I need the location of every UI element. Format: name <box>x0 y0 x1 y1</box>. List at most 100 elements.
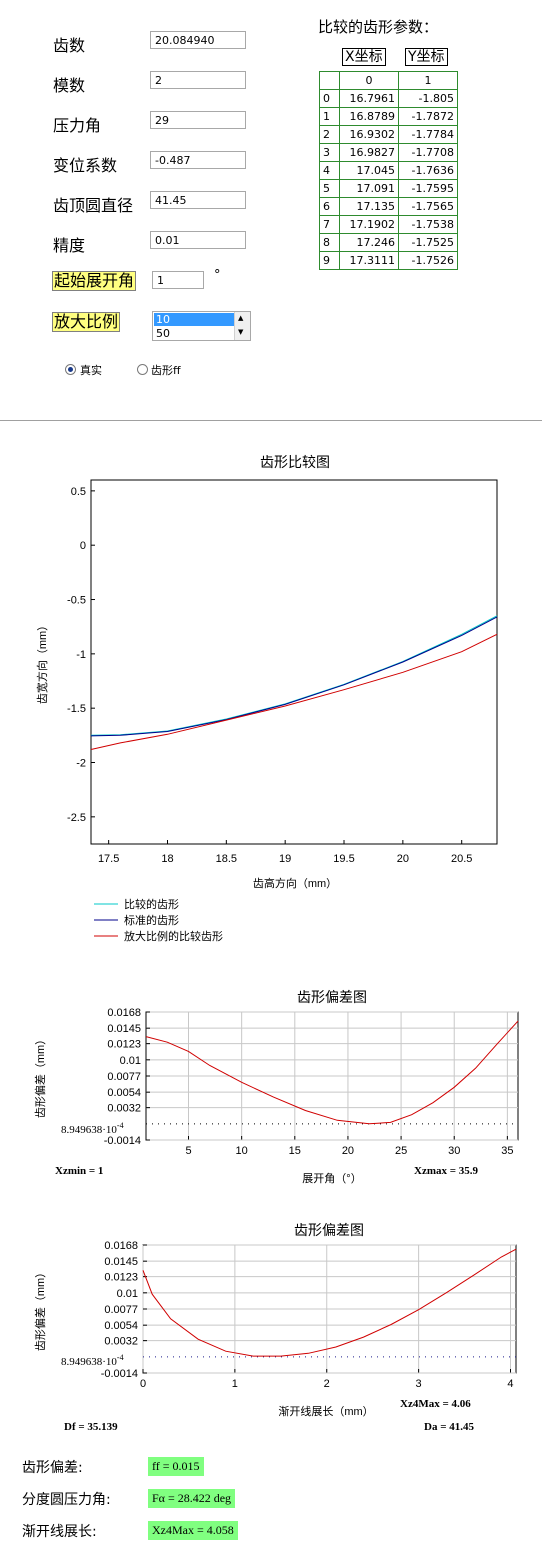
y-tick-label: 0.0145 <box>107 1023 141 1035</box>
table-row: 3 16.9827 -1.7708 <box>319 143 458 162</box>
y-tick-label: 0.0077 <box>104 1304 138 1316</box>
x-tick-label: 1 <box>232 1378 238 1390</box>
y-cell[interactable]: -1.7708 <box>398 143 458 162</box>
pitch-pressure-angle-label: 分度圆压力角: <box>22 1492 111 1508</box>
marker-label: 8.949638·10-4 <box>61 1121 124 1136</box>
df-note: Df = 35.139 <box>64 1421 118 1433</box>
ff-radio-label: 齿形ff <box>151 364 181 377</box>
x-tick-label: 25 <box>395 1145 407 1157</box>
y-tick-label: 0.0054 <box>107 1087 141 1099</box>
y-tick-label: 0.0145 <box>104 1256 138 1268</box>
zoom-scrollbar[interactable]: ▲ ▼ <box>234 312 250 340</box>
legend: 比较的齿形 标准的齿形 放大比例的比较齿形 <box>94 897 223 943</box>
ff-radio[interactable] <box>137 364 148 375</box>
y-tick-label: 0.0032 <box>104 1336 138 1348</box>
scroll-down-icon[interactable]: ▼ <box>238 328 244 336</box>
tip-diameter-input[interactable]: 41.45 <box>150 191 246 209</box>
row-index: 8 <box>319 233 340 252</box>
x-tick-label: 15 <box>289 1145 301 1157</box>
table-row: 9 17.3111 -1.7526 <box>319 251 458 270</box>
y-cell[interactable]: -1.7526 <box>398 251 458 270</box>
table-header-row: 0 1 <box>319 71 458 90</box>
deviation-length-chart: 齿形偏差图 0 1 2 3 40.01680.01450.01230.010.00770… <box>33 1222 517 1433</box>
y-cell[interactable]: -1.7784 <box>398 125 458 144</box>
y-cell[interactable]: -1.7525 <box>398 233 458 252</box>
x-cell[interactable]: 17.045 <box>339 161 399 180</box>
marker-label-base: 8.949638·10 <box>61 1124 117 1136</box>
precision-input[interactable]: 0.01 <box>150 231 246 249</box>
zoom-label: 放大比例 <box>52 312 121 332</box>
x-cell[interactable]: 16.8789 <box>339 107 399 126</box>
table-row: 7 17.1902 -1.7538 <box>319 215 458 234</box>
start-angle-input[interactable]: 1 <box>152 271 204 289</box>
y-tick-label: 0.0032 <box>107 1103 141 1115</box>
table-row: 6 17.135 -1.7565 <box>319 197 458 216</box>
tick-labels: 5 10 15 20 25 30 35 0.0168 0.0145 0.0123 0.01 0.007… <box>104 1007 514 1157</box>
y-cell[interactable]: -1.7595 <box>398 179 458 198</box>
y-axis-label: 齿宽方向（mm） <box>35 620 49 704</box>
y-cell[interactable]: -1.805 <box>398 89 458 108</box>
x-cell[interactable]: 17.1902 <box>339 215 399 234</box>
real-radio-label: 真实 <box>80 364 102 377</box>
degree-unit: ° <box>214 268 221 283</box>
y-cell[interactable]: -1.7538 <box>398 215 458 234</box>
chart-title: 齿形偏差图 <box>294 1222 364 1238</box>
module-input[interactable]: 2 <box>150 71 246 89</box>
y-tick-label: 0.0123 <box>104 1272 138 1284</box>
plot-area <box>90 479 498 845</box>
x-tick-label: 19 <box>279 853 291 865</box>
zoom-listbox[interactable]: 10 50 ▲ ▼ <box>152 311 251 341</box>
y-cell[interactable]: -1.7565 <box>398 197 458 216</box>
table-row: 5 17.091 -1.7595 <box>319 179 458 198</box>
grid <box>146 1011 518 1141</box>
marker-label-base: 8.949638·10 <box>61 1356 117 1368</box>
zoom-option-selected[interactable]: 10 <box>154 313 236 326</box>
x-cell[interactable]: 17.246 <box>339 233 399 252</box>
marker-label: 8.949638·10-4 <box>61 1353 124 1368</box>
precision-label: 精度 <box>53 236 86 255</box>
x-tick-label: 30 <box>448 1145 460 1157</box>
x-tick-label: 0 <box>140 1378 146 1390</box>
tip-diameter-label: 齿顶圆直径 <box>53 196 134 215</box>
x-axis-label: 展开角（°） <box>302 1172 361 1185</box>
x-cell[interactable]: 17.135 <box>339 197 399 216</box>
xzmin-note: Xzmin = 1 <box>55 1165 103 1177</box>
pressure-angle-input[interactable]: 29 <box>150 111 246 129</box>
y-tick-label: -0.5 <box>67 595 86 607</box>
x-cell[interactable]: 17.091 <box>339 179 399 198</box>
row-index: 3 <box>319 143 340 162</box>
legend-label: 放大比例的比较齿形 <box>124 929 223 943</box>
chart-title: 齿形偏差图 <box>297 989 367 1005</box>
y-cell[interactable]: -1.7872 <box>398 107 458 126</box>
shift-coefficient-input[interactable]: -0.487 <box>150 151 246 169</box>
table-row: 0 16.7961 -1.805 <box>319 89 458 108</box>
row-index: 1 <box>319 107 340 126</box>
y-tick-label: 0.01 <box>120 1055 141 1067</box>
profile-comparison-chart: 齿形比较图 17.5 18 18.5 19 19.5 20 20.5 0.5 0 -0.5 -1 -1… <box>35 454 498 943</box>
teeth-input[interactable]: 20.084940 <box>150 31 246 49</box>
row-index: 9 <box>319 251 340 270</box>
y-axis-label: 齿形偏差（mm） <box>33 1267 47 1351</box>
y-tick-label: 0.01 <box>117 1288 138 1300</box>
series-group <box>142 1248 517 1357</box>
series-line-2 <box>90 633 498 750</box>
x-cell[interactable]: 16.9827 <box>339 143 399 162</box>
y-tick-label: -2.5 <box>67 812 86 824</box>
legend-label: 比较的齿形 <box>124 897 179 911</box>
x-cell[interactable]: 17.3111 <box>339 251 399 270</box>
shift-coefficient-label: 变位系数 <box>53 156 118 175</box>
x-tick-label: 35 <box>501 1145 513 1157</box>
xzmax-note: Xzmax = 35.9 <box>414 1165 479 1177</box>
x-cell[interactable]: 16.7961 <box>339 89 399 108</box>
x-tick-label: 20 <box>342 1145 354 1157</box>
series-group <box>90 615 498 750</box>
y-tick-label: 0 <box>80 540 86 552</box>
y-cell[interactable]: -1.7636 <box>398 161 458 180</box>
start-angle-label: 起始展开角 <box>52 271 137 291</box>
table-corner <box>319 71 340 90</box>
x-cell[interactable]: 16.9302 <box>339 125 399 144</box>
real-radio[interactable] <box>65 364 76 375</box>
row-index: 5 <box>319 179 340 198</box>
scroll-up-icon[interactable]: ▲ <box>238 314 244 322</box>
zoom-option[interactable]: 50 <box>156 327 170 340</box>
